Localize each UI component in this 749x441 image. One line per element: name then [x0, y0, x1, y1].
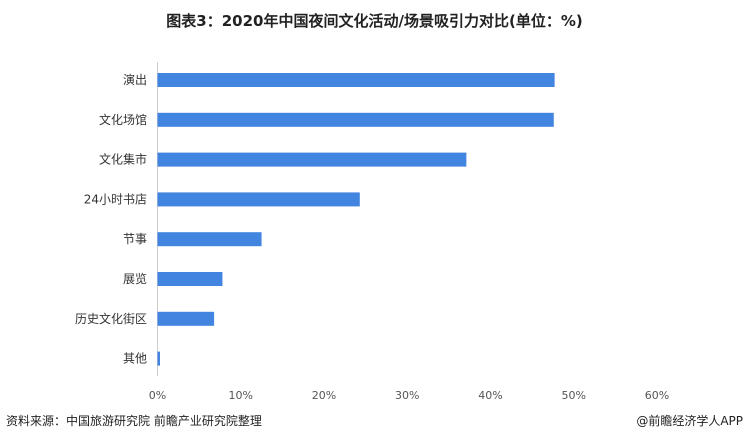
bar-3 — [157, 192, 360, 207]
chart-title: 图表3：2020年中国夜间文化活动/场景吸引力对比(单位：%) — [166, 12, 583, 30]
source-note: 资料来源：中国旅游研究院 前瞻产业研究院整理 — [6, 414, 262, 428]
category-label: 其他 — [123, 352, 147, 366]
brand-label: @前瞻经济学人APP — [636, 414, 743, 428]
category-label: 展览 — [123, 271, 147, 286]
bar-7 — [157, 351, 160, 366]
bar-6 — [157, 311, 215, 326]
category-label: 节事 — [123, 232, 147, 246]
x-tick-label: 10% — [229, 389, 253, 402]
category-label: 历史文化街区 — [75, 311, 147, 326]
x-tick-label: 20% — [312, 389, 336, 402]
category-label: 文化集市 — [99, 152, 147, 167]
x-tick-label: 0% — [149, 389, 166, 402]
category-label: 文化场馆 — [99, 112, 147, 127]
bar-4 — [157, 232, 262, 247]
x-tick-label: 50% — [562, 389, 586, 402]
bar-1 — [157, 112, 554, 127]
bar-0 — [157, 73, 555, 87]
x-tick-label: 60% — [645, 389, 669, 402]
category-label: 24小时书店 — [84, 192, 147, 206]
bar-5 — [157, 272, 223, 286]
category-label: 演出 — [123, 72, 147, 87]
bar-2 — [157, 152, 467, 167]
x-tick-label: 40% — [478, 389, 502, 402]
x-tick-label: 30% — [395, 389, 419, 402]
